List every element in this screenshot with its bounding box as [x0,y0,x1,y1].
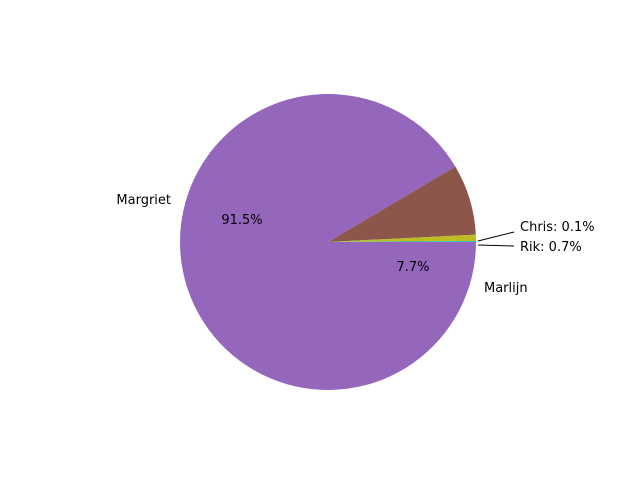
leader-line-chris [477,231,515,242]
pie-slice-marlijn [328,166,476,242]
pie-slices [180,93,476,391]
pie-slice-chris [328,241,476,242]
leader-lines [477,231,515,247]
pie-labels: Margriet 91.5% Marlijn 7.7% Chris: 0.1% … [116,193,594,296]
slice-label-margriet: Margriet [116,193,171,208]
slice-label-marlijn: Marlijn [484,281,528,296]
leader-line-rik [477,244,515,247]
slice-pct-marlijn: 7.7% [396,260,429,275]
slice-label-chris: Chris: 0.1% [520,220,595,235]
slice-pct-margriet: 91.5% [221,213,262,228]
pie-slice-rik [328,234,476,242]
slice-label-rik: Rik: 0.7% [520,240,582,255]
